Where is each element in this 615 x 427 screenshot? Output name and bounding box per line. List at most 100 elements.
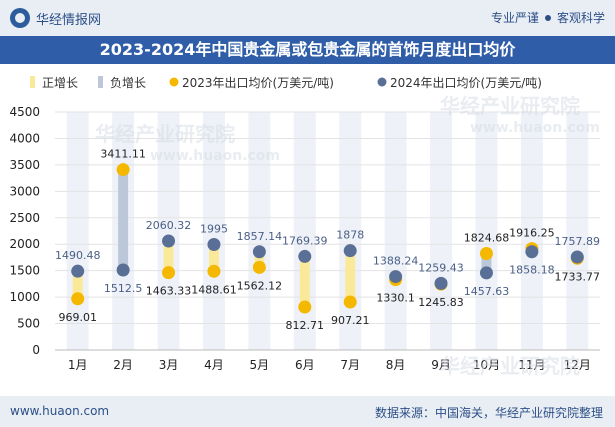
x-tick-label: 1月 (68, 358, 88, 372)
data-label-2024: 1490.48 (55, 249, 101, 262)
x-tick-label: 4月 (204, 358, 224, 372)
point-2024 (525, 245, 539, 259)
month-highlight-column (520, 112, 543, 350)
data-label-2023: 969.01 (58, 311, 97, 324)
legend-2024-label: 2024年出口均价(万美元/吨) (390, 76, 542, 90)
x-tick-label: 8月 (386, 358, 406, 372)
x-tick-label: 7月 (340, 358, 360, 372)
data-label-2023: 1488.61 (191, 283, 237, 296)
footer-source: 数据来源：中国海关，华经产业研究院整理 (374, 406, 603, 420)
point-2023 (479, 246, 493, 260)
month-highlight-column (157, 112, 180, 350)
y-tick-label: 1500 (9, 264, 40, 278)
point-2023 (207, 264, 221, 278)
data-label-2024: 1512.5 (104, 282, 143, 295)
data-label-2023: 1245.83 (418, 296, 464, 309)
increase-bar (254, 251, 265, 268)
y-tick-label: 1000 (9, 290, 40, 304)
footer-bar (0, 396, 615, 427)
data-label-2023: 1562.12 (237, 279, 283, 292)
increase-bar (72, 271, 83, 299)
increase-bar (345, 250, 356, 303)
x-tick-label: 3月 (159, 358, 179, 372)
chart-area: 0 500 1000 1500 2000 2500 3000 3500 4000 4500 正增长 负… (9, 76, 601, 372)
month-highlight-column (248, 112, 271, 350)
x-tick-label: 9月 (431, 358, 451, 372)
y-tick-label: 2500 (9, 211, 40, 225)
month-highlight-column (384, 112, 407, 350)
data-label-2024: 1878 (336, 229, 364, 242)
point-2023 (298, 300, 312, 314)
point-2023 (343, 295, 357, 309)
x-tick-label: 6月 (295, 358, 315, 372)
point-2023 (71, 292, 85, 306)
data-label-2023: 1463.33 (146, 285, 192, 298)
legend-2024-swatch (377, 77, 387, 87)
legend-increase-swatch (30, 76, 35, 88)
point-2024 (479, 266, 493, 280)
x-tick-label: 11月 (518, 358, 545, 372)
y-tick-label: 3000 (9, 184, 40, 198)
y-tick-label: 0 (32, 343, 40, 357)
data-label-2024: 1757.89 (555, 235, 601, 248)
y-tick-label: 500 (17, 317, 40, 331)
brand: 华经情报网 (10, 8, 101, 28)
point-2024 (434, 276, 448, 290)
footer-website: www.huaon.com (10, 404, 110, 418)
watermark-text: 华经产业研究院 (440, 94, 580, 118)
chart-title: 2023-2024年中国贵金属或包贵金属的首饰月度出口均价 (99, 40, 516, 59)
data-label-2023: 3411.11 (100, 148, 146, 161)
point-2024 (71, 264, 85, 278)
data-label-2024: 1995 (200, 222, 228, 235)
data-label-2023: 812.71 (286, 319, 325, 332)
slogan-right: 客观科学 (556, 11, 605, 25)
decrease-bar (118, 169, 129, 271)
legend-decrease-swatch (98, 76, 103, 88)
month-highlight-column (202, 112, 225, 350)
x-tick-label: 12月 (564, 358, 591, 372)
legend-2023-swatch (169, 77, 179, 87)
data-label-2024: 1858.18 (509, 264, 555, 277)
top-header-bar (0, 0, 615, 36)
dot-icon (544, 14, 551, 21)
point-2023 (252, 260, 266, 274)
slogan-left: 专业严谨 (490, 11, 539, 25)
month-highlight-column (339, 112, 362, 350)
data-label-2023: 1824.68 (464, 231, 510, 244)
month-highlight-column (430, 112, 453, 350)
y-tick-label: 4500 (9, 105, 40, 119)
point-2024 (389, 270, 403, 284)
month-highlight-column (293, 112, 316, 350)
x-tick-label: 10月 (473, 358, 500, 372)
y-tick-label: 2000 (9, 237, 40, 251)
legend-decrease-label: 负增长 (110, 76, 146, 90)
legend-increase-label: 正增长 (42, 76, 78, 90)
title-bar (0, 36, 615, 64)
y-tick-label: 3500 (9, 158, 40, 172)
watermark-url: www.huaon.com (150, 148, 281, 164)
point-2024 (116, 263, 130, 277)
increase-bar (208, 244, 219, 272)
point-2024 (298, 249, 312, 263)
data-label-2023: 907.21 (331, 314, 370, 327)
point-2024 (162, 234, 176, 248)
point-2023 (116, 163, 130, 177)
increase-bar (299, 256, 310, 308)
watermark-url: www.huaon.com (470, 120, 601, 136)
point-2024 (570, 250, 584, 264)
point-2024 (343, 244, 357, 258)
data-label-2023: 1330.1 (376, 292, 415, 305)
month-highlight-column (566, 112, 589, 350)
point-2023 (162, 266, 176, 280)
decrease-bar (481, 253, 492, 273)
increase-bar (163, 241, 174, 273)
x-tick-label: 2月 (113, 358, 133, 372)
point-2024 (207, 237, 221, 251)
data-label-2023: 1916.25 (509, 227, 555, 240)
data-label-2024: 1259.43 (418, 261, 464, 274)
y-tick-label: 4000 (9, 131, 40, 145)
data-label-2024: 1457.63 (464, 285, 510, 298)
data-label-2024: 1857.14 (237, 230, 283, 243)
brand-name: 华经情报网 (36, 12, 102, 28)
month-highlight-column (475, 112, 498, 350)
